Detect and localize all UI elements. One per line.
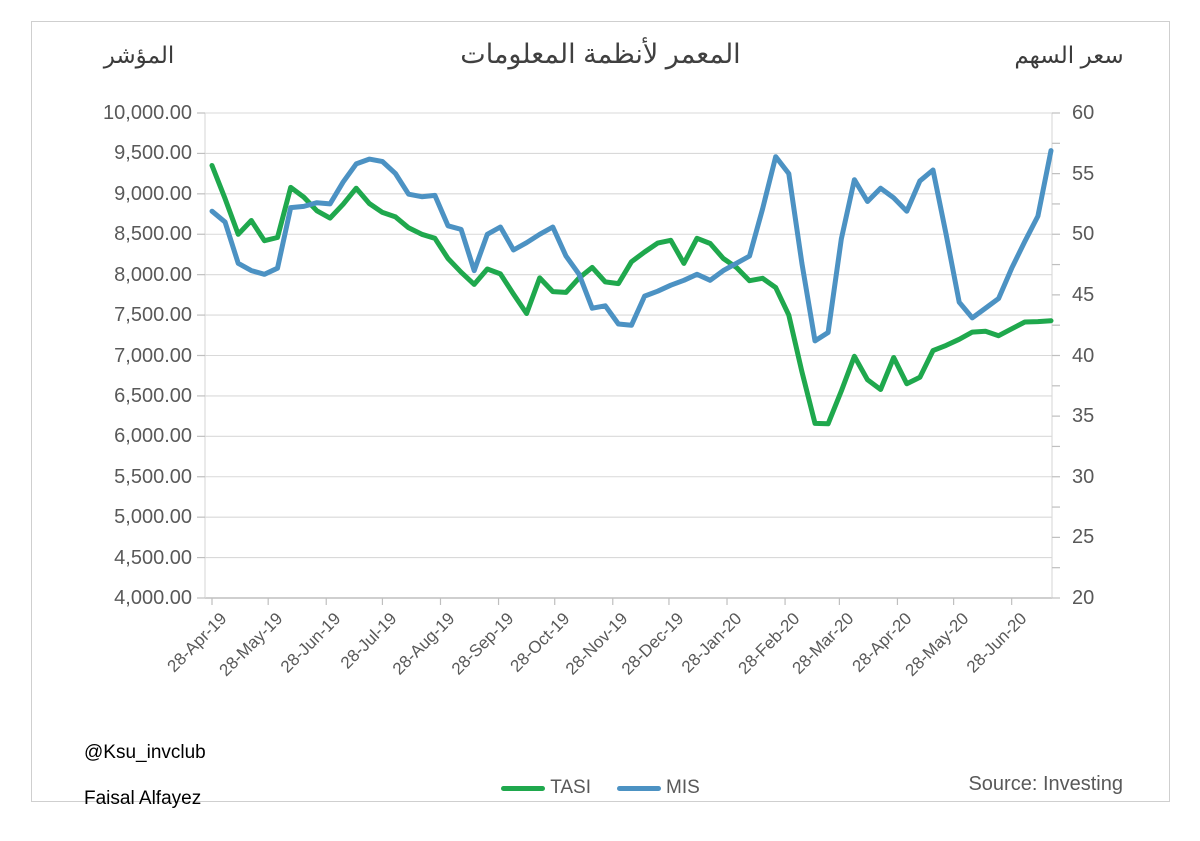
right-axis-tick-label: 20 — [1072, 587, 1095, 609]
left-axis-tick-label: 6,000.00 — [114, 425, 192, 448]
left-axis-tick-label: 7,000.00 — [114, 344, 192, 367]
left-axis-tick-label: 8,500.00 — [114, 223, 192, 246]
chart-frame: المعمر لأنظمة المعلومات المؤشر سعر السهم… — [31, 21, 1170, 809]
left-axis-tick-label: 4,000.00 — [114, 587, 192, 609]
left-axis-tick-label: 8,000.00 — [114, 263, 192, 286]
right-axis-tick-label: 55 — [1072, 162, 1095, 185]
legend-label-mis: MIS — [666, 777, 700, 798]
right-axis-tick-label: 50 — [1072, 223, 1095, 246]
right-axis-title: سعر السهم — [1014, 42, 1124, 68]
legend-label-tasi: TASI — [550, 777, 592, 798]
left-axis-tick-label: 10,000.00 — [103, 102, 192, 124]
left-axis-tick-label: 9,000.00 — [114, 182, 192, 205]
legend: TASI MIS — [32, 777, 1169, 799]
mis-line-swatch — [617, 785, 662, 791]
legend-item-tasi: TASI — [501, 777, 591, 799]
right-axis-tick-label: 40 — [1072, 344, 1095, 367]
left-axis-tick-label: 7,500.00 — [114, 304, 192, 327]
x-axis-tick-label: 28-Jun-20 — [962, 609, 1031, 677]
right-axis-tick-label: 60 — [1072, 102, 1095, 124]
right-axis-tick-label: 45 — [1072, 283, 1095, 306]
footer-author: Faisal Alfayez — [84, 788, 202, 809]
legend-item-mis: MIS — [617, 777, 700, 799]
left-axis-tick-label: 5,500.00 — [114, 465, 192, 488]
footer-handle: @Ksu_invclub — [84, 742, 206, 763]
left-axis-tick-label: 5,000.00 — [114, 506, 192, 529]
right-axis-tick-label: 30 — [1072, 465, 1095, 488]
left-axis-tick-label: 9,500.00 — [114, 142, 192, 165]
chart-title: المعمر لأنظمة المعلومات — [460, 39, 741, 69]
left-axis-title: المؤشر — [103, 42, 175, 68]
tasi-line-swatch — [501, 785, 546, 791]
footer-source: Source: Investing — [968, 773, 1123, 795]
right-axis-tick-label: 35 — [1072, 405, 1095, 428]
left-axis-tick-label: 6,500.00 — [114, 384, 192, 407]
right-axis-tick-label: 25 — [1072, 526, 1095, 549]
left-axis-tick-label: 4,500.00 — [114, 546, 192, 569]
